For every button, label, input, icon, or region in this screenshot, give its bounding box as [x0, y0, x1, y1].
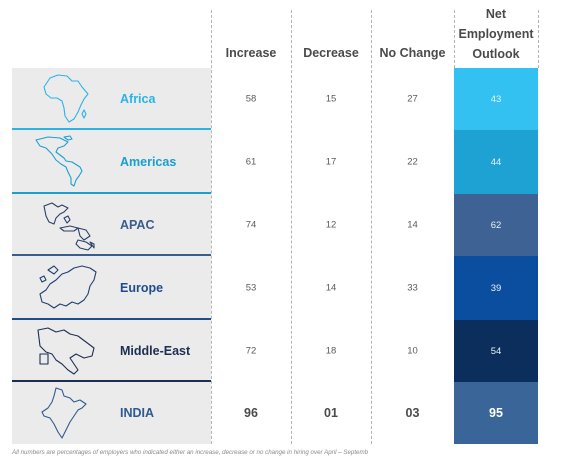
header-no-change-label: No Change [379, 46, 446, 60]
row-divider [12, 318, 211, 320]
africa-map-icon [43, 74, 89, 123]
decrease-value: 01 [324, 406, 338, 420]
row-divider [12, 380, 211, 382]
net-employment-outlook-value: 62 [490, 219, 502, 231]
decrease-value: 18 [325, 345, 337, 357]
increase-value: 72 [245, 345, 257, 357]
header-neo-line3: Outlook [472, 47, 520, 61]
column-separator [538, 10, 539, 68]
header-neo-line1: Net [485, 7, 507, 21]
region-cell: Africa [12, 68, 211, 130]
row-divider [12, 254, 211, 256]
increase-value: 96 [244, 406, 258, 420]
decrease-value: 17 [325, 156, 337, 168]
region-name: INDIA [120, 406, 155, 420]
middle-east-map-icon [37, 327, 95, 375]
apac-map-icon [43, 202, 95, 251]
net-employment-outlook-cell: 54 [454, 320, 538, 382]
increase-value: 74 [245, 219, 257, 231]
region-cell: INDIA [12, 382, 211, 444]
net-employment-outlook-cell: 39 [454, 256, 538, 320]
footnote: All numbers are percentages of employers… [12, 449, 369, 456]
net-employment-outlook-value: 95 [489, 406, 503, 420]
header-neo-line2: Employment [458, 27, 534, 41]
net-employment-outlook-value: 43 [490, 93, 502, 105]
header-no-change: No Change [371, 0, 454, 66]
net-employment-outlook-cell: 44 [454, 130, 538, 194]
increase-value: 58 [245, 93, 257, 105]
column-separator [211, 10, 212, 444]
net-employment-outlook-value: 54 [490, 345, 502, 357]
table-row: APAC 74 12 14 62 [12, 194, 538, 256]
column-separator [291, 10, 292, 444]
europe-map-icon [39, 265, 97, 309]
table-row: Europe 53 14 33 39 [12, 256, 538, 320]
row-divider [12, 192, 211, 194]
header-increase: Increase [211, 0, 291, 66]
net-employment-outlook-cell: 95 [454, 382, 538, 444]
region-name: APAC [120, 218, 155, 232]
table-row: Africa 58 15 27 43 [12, 68, 538, 130]
americas-map-icon [35, 135, 83, 187]
header-decrease-label: Decrease [303, 46, 359, 60]
increase-value: 61 [245, 156, 257, 168]
region-name: Middle-East [120, 344, 191, 358]
region-cell: Middle-East [12, 320, 211, 382]
header-net-employment-outlook: Net Employment Outlook [454, 0, 538, 66]
increase-value: 53 [245, 282, 257, 294]
no-change-value: 14 [407, 219, 418, 231]
net-employment-outlook-cell: 62 [454, 194, 538, 256]
no-change-value: 33 [407, 282, 418, 294]
header-decrease: Decrease [291, 0, 371, 66]
decrease-value: 14 [325, 282, 337, 294]
no-change-value: 03 [405, 406, 420, 420]
region-name: Americas [120, 155, 177, 169]
india-map-icon [41, 387, 87, 439]
no-change-value: 27 [407, 93, 418, 105]
row-divider [12, 128, 211, 130]
decrease-value: 15 [325, 93, 337, 105]
table-row: Middle-East 72 18 10 54 [12, 320, 538, 382]
net-employment-outlook-cell: 43 [454, 68, 538, 130]
no-change-value: 22 [407, 156, 418, 168]
column-separator [371, 10, 372, 444]
table-row: INDIA 96 01 03 95 [12, 382, 538, 444]
header-increase-label: Increase [225, 46, 277, 60]
column-separator [454, 10, 455, 68]
region-cell: Americas [12, 130, 211, 194]
net-employment-outlook-value: 39 [490, 282, 502, 294]
net-employment-outlook-value: 44 [490, 156, 502, 168]
region-name: Africa [120, 92, 156, 106]
region-name: Europe [120, 281, 164, 295]
region-cell: Europe [12, 256, 211, 320]
region-cell: APAC [12, 194, 211, 256]
table-row: Americas 61 17 22 44 [12, 130, 538, 194]
decrease-value: 12 [325, 219, 337, 231]
no-change-value: 10 [407, 345, 418, 357]
